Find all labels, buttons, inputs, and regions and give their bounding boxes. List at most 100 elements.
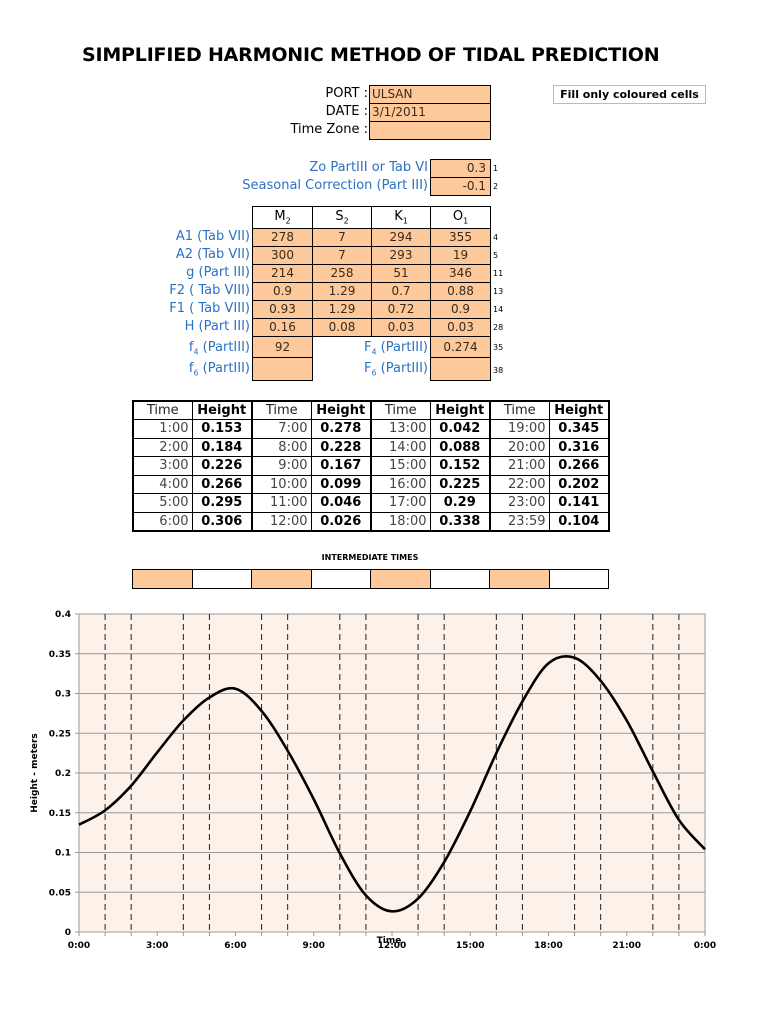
value-cell[interactable]: 0.08: [312, 318, 372, 337]
intermediate-time-input[interactable]: [371, 570, 431, 588]
height-cell: 0.295: [191, 493, 253, 513]
row-number: 11: [493, 269, 504, 278]
time-cell: 6:00: [132, 511, 193, 531]
F6-row-number: 38: [493, 366, 504, 375]
seasonal-input[interactable]: -0.1: [430, 177, 491, 196]
height-cell: 0.306: [191, 511, 253, 531]
port-input[interactable]: ULSAN: [369, 85, 491, 104]
time-cell: 13:00: [370, 419, 431, 439]
x-axis-label: Time: [377, 936, 402, 946]
value-cell[interactable]: 0.9: [252, 282, 313, 301]
height-cell: 0.266: [191, 474, 253, 494]
time-cell: 9:00: [251, 456, 312, 476]
F6-label: F6 (PartIII): [363, 361, 428, 378]
intermediate-height-output: [312, 570, 371, 588]
svg-text:0.2: 0.2: [55, 769, 71, 779]
x-axis-ticks: 0:00 3:00 6:00 9:00 12:00 15:00 18:00 21:00 0:00: [68, 932, 716, 951]
height-header: Height: [310, 400, 372, 420]
row-number: 5: [493, 251, 499, 260]
height-header: Height: [548, 400, 610, 420]
svg-text:0:00: 0:00: [694, 941, 716, 951]
f6-input[interactable]: [252, 357, 313, 381]
svg-text:0.25: 0.25: [49, 729, 71, 739]
value-cell[interactable]: 258: [312, 264, 372, 283]
value-cell[interactable]: 0.93: [252, 300, 313, 319]
row-number: 14: [493, 305, 504, 314]
row-label: F2 ( Tab VIII): [169, 283, 250, 298]
time-cell: 10:00: [251, 474, 312, 494]
zo-row-number: 1: [493, 164, 499, 173]
height-cell: 0.046: [310, 493, 372, 513]
height-cell: 0.088: [429, 437, 491, 457]
row-label: A1 (Tab VII): [175, 229, 250, 244]
f4-input[interactable]: 92: [252, 336, 313, 358]
time-cell: 20:00: [489, 437, 550, 457]
time-cell: 23:00: [489, 493, 550, 513]
time-header: Time: [489, 400, 550, 420]
value-cell[interactable]: 0.9: [430, 300, 491, 319]
intermediate-time-input[interactable]: [490, 570, 550, 588]
height-cell: 0.228: [310, 437, 372, 457]
svg-text:18:00: 18:00: [534, 941, 563, 951]
F4-input[interactable]: 0.274: [430, 336, 491, 358]
zo-input[interactable]: 0.3: [430, 159, 491, 178]
height-cell: 0.29: [429, 493, 491, 513]
value-cell[interactable]: 346: [430, 264, 491, 283]
value-cell[interactable]: 278: [252, 228, 313, 247]
height-cell: 0.152: [429, 456, 491, 476]
value-cell[interactable]: 0.88: [430, 282, 491, 301]
y-axis-ticks: 0 0.05 0.1 0.15 0.2 0.25 0.3 0.35 0.4: [49, 610, 79, 938]
value-cell[interactable]: 214: [252, 264, 313, 283]
value-cell[interactable]: 355: [430, 228, 491, 247]
value-cell[interactable]: 0.72: [371, 300, 431, 319]
value-cell[interactable]: 19: [430, 246, 491, 265]
value-cell[interactable]: 7: [312, 228, 372, 247]
time-header: Time: [251, 400, 312, 420]
table-header-row: Time Height Time Height Time Height Time…: [132, 400, 610, 420]
row-number: 28: [493, 323, 504, 332]
svg-text:0: 0: [65, 928, 71, 938]
time-cell: 22:00: [489, 474, 550, 494]
value-cell[interactable]: 0.16: [252, 318, 313, 337]
value-cell[interactable]: 300: [252, 246, 313, 265]
value-cell[interactable]: 294: [371, 228, 431, 247]
tide-heights-table: Time Height Time Height Time Height Time…: [132, 400, 610, 532]
header-s2: S2: [312, 206, 372, 229]
time-cell: 16:00: [370, 474, 431, 494]
height-cell: 0.316: [548, 437, 610, 457]
height-cell: 0.184: [191, 437, 253, 457]
value-cell[interactable]: 1.29: [312, 282, 372, 301]
intermediate-times-title: INTERMEDIATE TIMES: [321, 553, 419, 562]
time-cell: 4:00: [132, 474, 193, 494]
time-cell: 21:00: [489, 456, 550, 476]
value-cell[interactable]: 0.03: [371, 318, 431, 337]
height-header: Height: [429, 400, 491, 420]
time-cell: 18:00: [370, 511, 431, 531]
svg-text:12:00: 12:00: [378, 941, 407, 951]
value-cell[interactable]: 51: [371, 264, 431, 283]
date-input[interactable]: 3/1/2011: [369, 103, 491, 122]
table-row: 4:00 0.266 10:00 0.099 16:00 0.225 22:00…: [132, 474, 610, 494]
time-cell: 14:00: [370, 437, 431, 457]
value-cell[interactable]: 0.7: [371, 282, 431, 301]
header-k1: K1: [371, 206, 431, 229]
value-cell[interactable]: 0.03: [430, 318, 491, 337]
intermediate-time-input[interactable]: [133, 570, 193, 588]
value-cell[interactable]: 1.29: [312, 300, 372, 319]
value-cell[interactable]: 293: [371, 246, 431, 265]
F4-row-number: 35: [493, 343, 504, 352]
tide-height-chart: 0 0.05 0.1 0.15 0.2 0.25 0.3 0.35 0.4 0:00 3:00 6:…: [0, 600, 768, 960]
height-curve: [78, 654, 706, 913]
intermediate-time-input[interactable]: [252, 570, 312, 588]
time-cell: 19:00: [489, 419, 550, 439]
timezone-input[interactable]: [369, 121, 491, 140]
table-row: 1:00 0.153 7:00 0.278 13:00 0.042 19:00 …: [132, 419, 610, 439]
height-cell: 0.042: [429, 419, 491, 439]
intermediate-height-output: [550, 570, 609, 588]
row-number: 13: [493, 287, 504, 296]
F6-input[interactable]: [430, 357, 491, 381]
table-row: 3:00 0.226 9:00 0.167 15:00 0.152 21:00 …: [132, 456, 610, 476]
value-cell[interactable]: 7: [312, 246, 372, 265]
height-cell: 0.225: [429, 474, 491, 494]
time-cell: 23:59: [489, 511, 550, 531]
